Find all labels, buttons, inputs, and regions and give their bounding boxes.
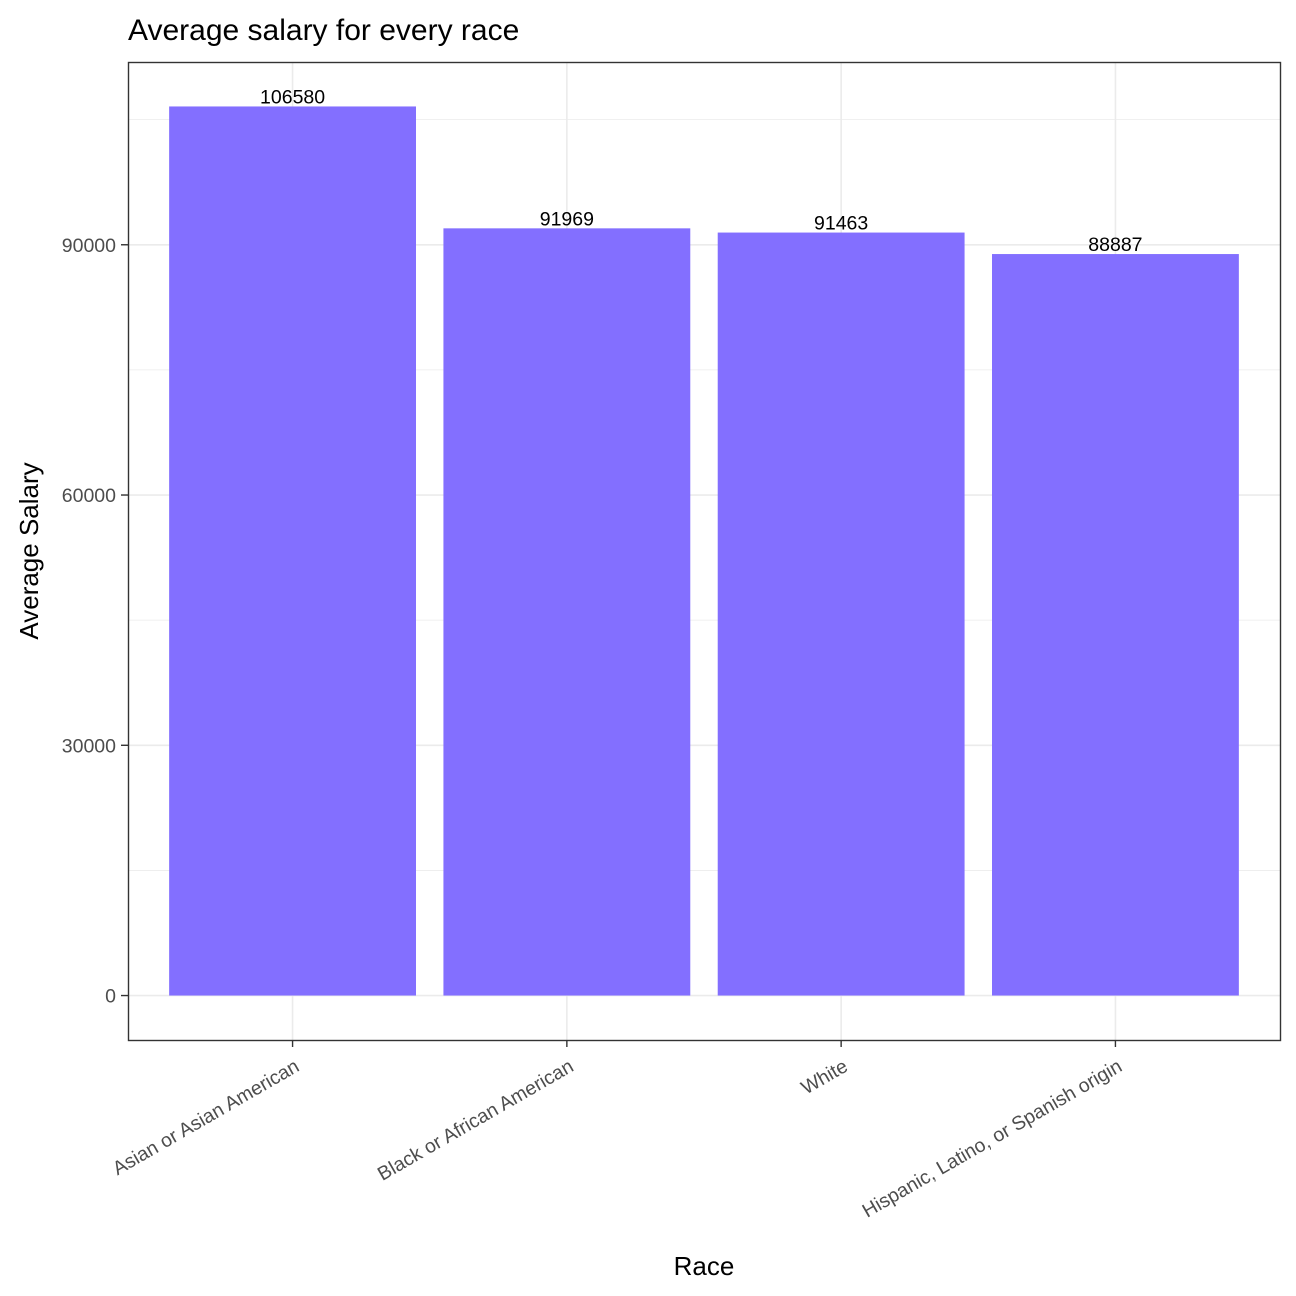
bar: [717, 232, 965, 996]
data-label: 106580: [260, 86, 325, 108]
bars-layer: [169, 106, 1239, 996]
bar: [992, 254, 1239, 996]
y-tick-label: 60000: [62, 485, 116, 507]
y-tick-label: 90000: [62, 235, 116, 257]
y-tick-label: 30000: [62, 735, 116, 757]
y-axis-title: Average Salary: [14, 462, 44, 639]
data-label: 91463: [814, 213, 868, 235]
plot-border: [127, 61, 1282, 1042]
bar: [169, 106, 416, 996]
chart-title: Average salary for every race: [128, 14, 519, 47]
data-labels-layer: 106580 91969 91463 88887: [260, 86, 1143, 256]
data-label: 88887: [1088, 234, 1142, 256]
bar: [443, 228, 691, 996]
y-axis: 0 30000 60000 90000: [62, 235, 128, 1008]
y-tick-label: 0: [105, 986, 116, 1008]
x-axis-title: Race: [674, 1251, 735, 1281]
data-label: 91969: [540, 208, 594, 230]
